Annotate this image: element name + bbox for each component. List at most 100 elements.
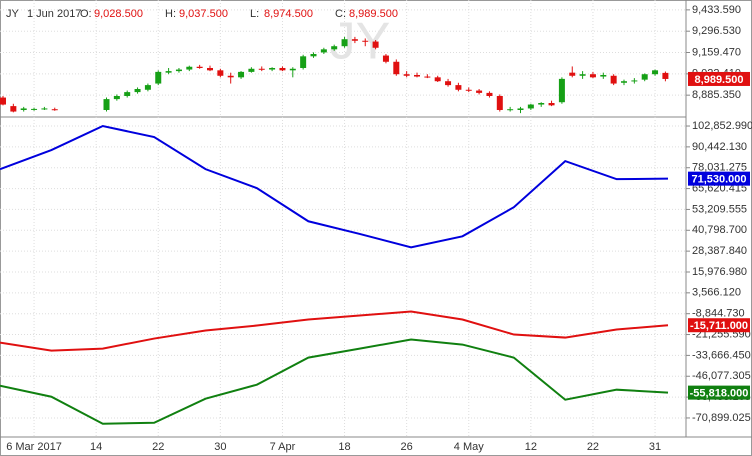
symbol: JY bbox=[6, 8, 20, 20]
candle-body bbox=[186, 66, 193, 70]
x-tick-label: 14 bbox=[90, 441, 102, 453]
candle-body bbox=[310, 53, 317, 57]
watermark: JY bbox=[330, 13, 391, 71]
price-box bbox=[688, 171, 750, 186]
x-tick-label: 22 bbox=[587, 441, 599, 453]
candle-body bbox=[134, 88, 141, 93]
candle-body bbox=[0, 97, 6, 105]
candle-body bbox=[507, 109, 514, 111]
candle-body bbox=[476, 90, 483, 93]
x-tick-label: 22 bbox=[152, 441, 164, 453]
candle-body bbox=[331, 46, 338, 50]
candle-body bbox=[486, 92, 493, 96]
series-line bbox=[0, 338, 669, 425]
field-label: H: bbox=[165, 8, 176, 20]
candle-body bbox=[289, 68, 296, 71]
candle-body bbox=[414, 74, 420, 77]
candle-body bbox=[455, 85, 462, 90]
candle-body bbox=[20, 108, 27, 110]
candle-body bbox=[569, 72, 576, 76]
y-tick-label: 9,296.530 bbox=[692, 25, 741, 37]
x-tick-label: 12 bbox=[525, 441, 537, 453]
price-box-label: -15,711.000 bbox=[690, 320, 748, 332]
candle-body bbox=[165, 71, 172, 73]
candle-body bbox=[517, 108, 524, 110]
x-tick-label: 7 Apr bbox=[270, 441, 296, 453]
candle-body bbox=[600, 74, 607, 77]
candle-body bbox=[227, 75, 234, 78]
field-value: 9,037.500 bbox=[179, 8, 228, 20]
candle-body bbox=[393, 61, 400, 75]
x-tick-label: 26 bbox=[401, 441, 413, 453]
candle-body bbox=[269, 67, 276, 70]
candle-body bbox=[445, 81, 452, 86]
candle-body bbox=[258, 68, 265, 70]
candle-body bbox=[621, 81, 627, 83]
candle-body bbox=[217, 70, 224, 76]
candle-body bbox=[10, 106, 17, 112]
y-tick-label: 28,387.840 bbox=[692, 245, 747, 257]
candle-body bbox=[372, 41, 379, 48]
price-box-label: 71,530.000 bbox=[691, 174, 746, 186]
candle-body bbox=[496, 95, 503, 110]
candle-body bbox=[300, 56, 307, 68]
price-box bbox=[688, 385, 750, 400]
candle-body bbox=[558, 78, 565, 103]
price-box-label: -55,818.000 bbox=[690, 388, 749, 400]
y-tick-label: 9,159.470 bbox=[692, 46, 741, 58]
y-tick-label: 15,976.980 bbox=[692, 266, 747, 278]
y-tick-label: -8,844.730 bbox=[692, 308, 745, 320]
y-tick-label: 8,885.350 bbox=[692, 89, 741, 101]
candle-body bbox=[41, 108, 48, 110]
y-tick-label: 53,209.555 bbox=[692, 203, 747, 215]
field-value: 8,989.500 bbox=[349, 8, 398, 20]
candle-body bbox=[103, 99, 110, 110]
candle-body bbox=[652, 70, 659, 75]
candle-body bbox=[527, 104, 534, 109]
candle-body bbox=[465, 89, 472, 91]
x-tick-label: 4 May bbox=[454, 441, 484, 453]
candle-body bbox=[538, 102, 545, 105]
candle-body bbox=[31, 108, 38, 110]
candle-body bbox=[589, 74, 596, 78]
candle-body bbox=[279, 67, 286, 71]
y-tick-label: -46,077.305 bbox=[692, 370, 751, 382]
x-tick-label: 30 bbox=[214, 441, 226, 453]
candle-body bbox=[434, 77, 441, 82]
price-box bbox=[688, 318, 750, 333]
series-line bbox=[0, 310, 669, 352]
candle-body bbox=[238, 71, 245, 78]
y-tick-label: -70,899.025 bbox=[692, 412, 751, 424]
candle-body bbox=[341, 39, 348, 47]
price-box-label: 8,989.500 bbox=[695, 74, 744, 86]
candle-body bbox=[124, 92, 131, 96]
field-label: C: bbox=[335, 8, 346, 20]
labels: 6 Mar 2017 14 22 30 7 Apr 18 26 4 May 12 22 31 8,98… bbox=[6, 71, 750, 453]
marks bbox=[0, 36, 669, 425]
y-tick-label: 90,442.130 bbox=[692, 141, 747, 153]
candle-body bbox=[641, 74, 648, 80]
candle-body bbox=[155, 71, 162, 84]
candle-body bbox=[424, 76, 431, 78]
x-tick-label: 18 bbox=[338, 441, 350, 453]
y-tick-label: -33,666.450 bbox=[692, 349, 751, 361]
candle-body bbox=[351, 39, 358, 41]
y-tick-label: 78,031.275 bbox=[692, 162, 747, 174]
candle-body bbox=[113, 95, 120, 100]
candle-body bbox=[175, 69, 182, 72]
field-label: O: bbox=[80, 8, 92, 20]
candle-body bbox=[403, 74, 410, 76]
candle-body bbox=[320, 49, 327, 53]
candle-body bbox=[196, 66, 203, 68]
field-value: 8,974.500 bbox=[264, 8, 313, 20]
x-tick-label: 6 Mar 2017 bbox=[6, 441, 62, 453]
candle-body bbox=[382, 55, 389, 62]
y-tick-label: 9,433.590 bbox=[692, 4, 741, 16]
x-tick-label: 31 bbox=[649, 441, 661, 453]
candle-body bbox=[362, 40, 369, 42]
candle-body bbox=[248, 68, 255, 72]
candle-body bbox=[51, 109, 58, 111]
